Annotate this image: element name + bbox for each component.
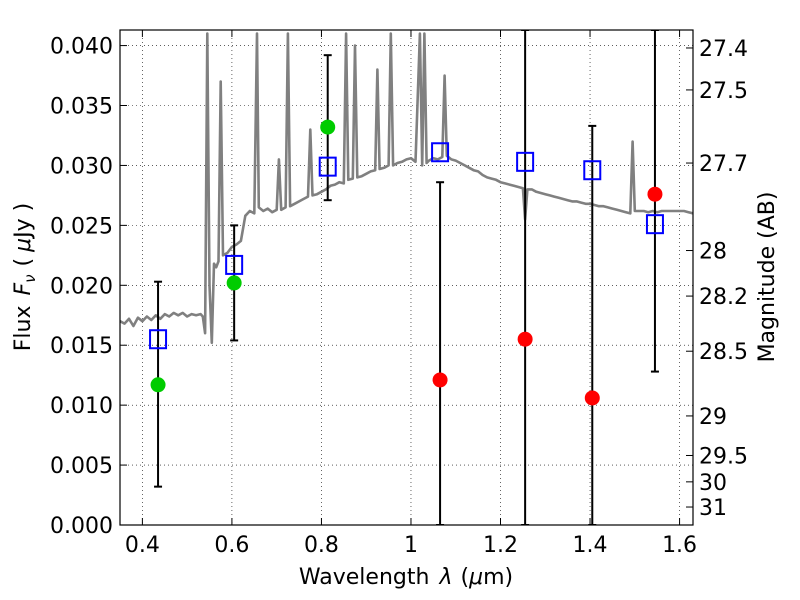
y-tick-label: 0.000: [50, 514, 113, 539]
plot-frame: [119, 29, 694, 526]
upper-limit-point: [517, 331, 533, 347]
y-tick-label: 0.020: [50, 274, 113, 299]
x-tick-label: 1.4: [573, 533, 608, 558]
y2-tick-label: 29: [699, 405, 727, 430]
spectrum-line: [120, 32, 693, 345]
y2-axis-label: Magnitude (AB): [755, 192, 780, 363]
x-tick-label: 0.6: [214, 533, 249, 558]
upper-limit-point: [647, 186, 663, 202]
x-axis-label: Wavelength λ (μm): [299, 565, 513, 590]
x-tick-label: 1: [404, 533, 418, 558]
grid: [120, 30, 693, 525]
upper-limit-point: [432, 372, 448, 388]
y-tick-label: 0.010: [50, 394, 113, 419]
y2-tick-label: 28.5: [699, 340, 748, 365]
model-photometry-square: [225, 254, 244, 275]
model-photometry-square: [318, 156, 337, 177]
detection-point: [150, 377, 166, 393]
y-axis-label: FluxFν(μJy ): [11, 203, 39, 351]
y2-tick-label: 27.5: [699, 79, 748, 104]
y-tick-label: 0.005: [50, 454, 113, 479]
detection-point: [320, 119, 336, 135]
model-photometry-square: [431, 142, 450, 163]
detection-point: [226, 275, 242, 291]
y-tick-label: 0.025: [50, 214, 113, 239]
y2-tick-label: 27.4: [699, 37, 748, 62]
y-tick-label: 0.035: [50, 95, 113, 120]
x-tick-label: 1.2: [483, 533, 518, 558]
y-tick-label: 0.030: [50, 154, 113, 179]
upper-limit-point: [584, 390, 600, 406]
model-photometry-square: [645, 214, 664, 235]
model-photometry-square: [149, 329, 168, 350]
y-tick-label: 0.015: [50, 334, 113, 359]
model-photometry-square: [516, 151, 535, 172]
x-tick-label: 1.6: [662, 533, 697, 558]
y2-tick-label: 27.7: [699, 152, 748, 177]
x-tick-label: 0.4: [125, 533, 160, 558]
y2-tick-label: 28.2: [699, 285, 748, 310]
y2-tick-label: 31: [699, 496, 727, 521]
x-tick-label: 0.8: [304, 533, 339, 558]
y2-tick-label: 28: [699, 240, 727, 265]
y2-tick-label: 29.5: [699, 444, 748, 469]
axis-ticks: 0.4 0.6 0.8 1 1.2 1.4 1.6 0.000 0.005 0.010 0.015 0…: [50, 30, 748, 558]
plot-data: [120, 30, 693, 525]
y2-tick-label: 30: [699, 471, 727, 496]
model-photometry-square: [583, 160, 602, 181]
y-tick-label: 0.040: [50, 35, 113, 60]
